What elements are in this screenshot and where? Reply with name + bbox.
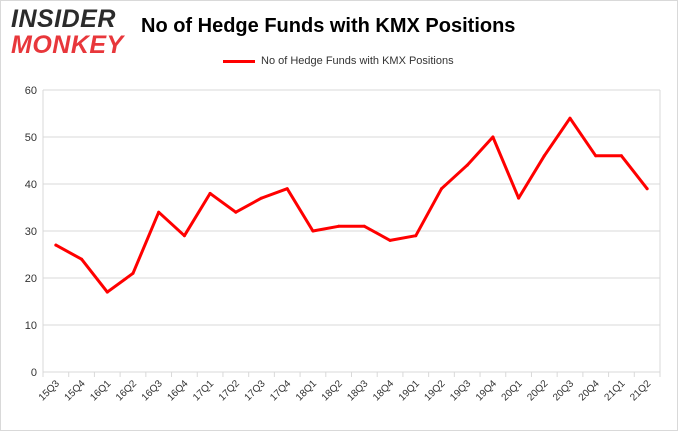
- x-tick-label: 19Q3: [448, 378, 473, 403]
- chart-title: No of Hedge Funds with KMX Positions: [141, 15, 516, 37]
- x-tick-label: 17Q2: [217, 378, 242, 403]
- x-tick-label: 20Q1: [500, 378, 525, 403]
- data-point: [311, 229, 315, 233]
- x-tick-label: 15Q3: [37, 378, 62, 403]
- data-point: [208, 191, 212, 195]
- x-tick-label: 20Q3: [551, 378, 576, 403]
- data-point: [105, 290, 109, 294]
- data-point: [542, 154, 546, 158]
- y-tick-label: 20: [25, 273, 37, 285]
- data-point: [568, 116, 572, 120]
- y-tick-label: 60: [25, 85, 37, 97]
- x-tick-label: 17Q3: [243, 378, 268, 403]
- data-point: [234, 210, 238, 214]
- x-tick-label: 20Q2: [525, 378, 550, 403]
- x-tick-label: 18Q1: [294, 378, 319, 403]
- y-tick-label: 0: [31, 367, 37, 379]
- data-point: [491, 135, 495, 139]
- data-point: [80, 257, 84, 261]
- data-point: [414, 234, 418, 238]
- data-point: [131, 271, 135, 275]
- x-tick-label: 20Q4: [577, 378, 602, 403]
- y-tick-label: 30: [25, 226, 37, 238]
- x-tick-label: 16Q1: [88, 378, 113, 403]
- series-line: [54, 116, 649, 294]
- data-point: [388, 238, 392, 242]
- logo-line-1: INSIDER: [11, 5, 116, 33]
- data-point: [619, 154, 623, 158]
- x-tick-label: 21Q2: [628, 378, 653, 403]
- data-point: [517, 196, 521, 200]
- data-point: [594, 154, 598, 158]
- x-tick-label: 17Q4: [268, 378, 293, 403]
- insider-monkey-logo: INSIDER MONKEY: [11, 7, 129, 58]
- x-tick-label: 16Q2: [114, 378, 139, 403]
- data-point: [285, 187, 289, 191]
- data-point: [439, 187, 443, 191]
- data-point: [260, 196, 264, 200]
- x-tick-label: 19Q4: [474, 378, 499, 403]
- x-tick-label: 17Q1: [191, 378, 216, 403]
- data-point: [157, 210, 161, 214]
- data-point: [182, 234, 186, 238]
- data-point: [645, 187, 649, 191]
- x-tick-label: 16Q4: [165, 378, 190, 403]
- logo-line-2: MONKEY: [11, 31, 124, 59]
- x-tick-label: 16Q3: [140, 378, 165, 403]
- y-tick-label: 10: [25, 320, 37, 332]
- x-tick-label: 18Q4: [371, 378, 396, 403]
- x-tick-label: 21Q1: [602, 378, 627, 403]
- y-tick-label: 40: [25, 179, 37, 191]
- x-tick-label: 19Q2: [423, 378, 448, 403]
- data-point: [362, 224, 366, 228]
- data-point: [337, 224, 341, 228]
- data-point: [54, 243, 58, 247]
- data-point: [465, 163, 469, 167]
- x-tick-label: 18Q3: [345, 378, 370, 403]
- x-tick-label: 18Q2: [320, 378, 345, 403]
- x-tick-label: 19Q1: [397, 378, 422, 403]
- x-tick-label: 15Q4: [63, 378, 88, 403]
- legend-swatch: [223, 59, 255, 63]
- y-tick-label: 50: [25, 132, 37, 144]
- legend-label: No of Hedge Funds with KMX Positions: [261, 55, 454, 67]
- legend: No of Hedge Funds with KMX Positions: [223, 55, 454, 67]
